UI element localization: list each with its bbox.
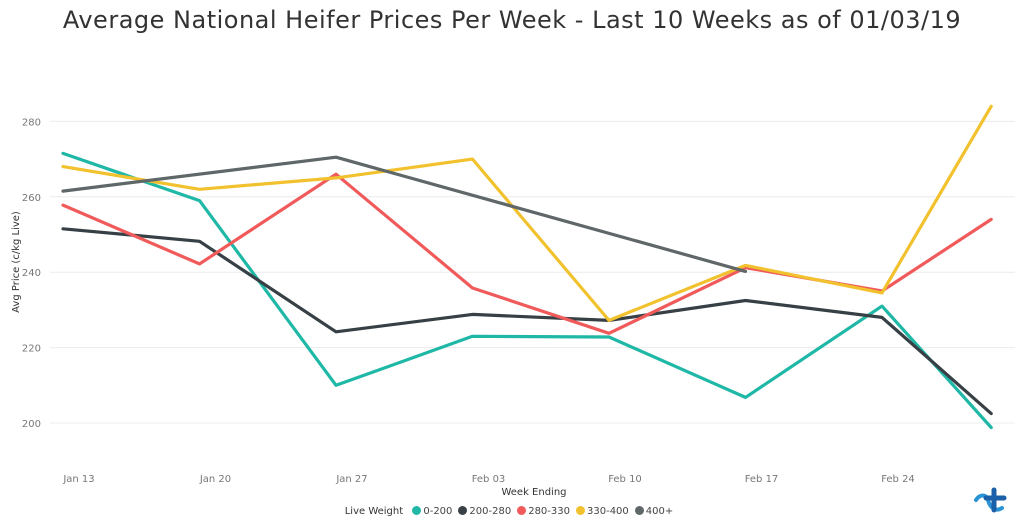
legend-item-280-330[interactable]: 280-330 — [517, 506, 570, 517]
x-tick-label: Feb 17 — [745, 474, 779, 485]
x-tick-label: Jan 27 — [335, 474, 367, 485]
legend-item-330-400[interactable]: 330-400 — [576, 506, 629, 517]
y-tick-label: 240 — [22, 268, 41, 279]
y-tick-label: 260 — [22, 193, 41, 204]
legend-label: 0-200 — [423, 506, 453, 517]
series-line-0-200 — [61, 151, 993, 430]
x-tick-label: Jan 20 — [199, 474, 231, 485]
brand-logo-icon — [974, 487, 1007, 513]
y-tick-label: 200 — [22, 419, 41, 430]
legend-swatch — [576, 506, 585, 515]
legend-label: 330-400 — [587, 506, 629, 517]
legend-label: 400+ — [645, 506, 674, 517]
gridlines — [50, 120, 1015, 424]
x-tick-label: Feb 10 — [608, 474, 642, 485]
legend-swatch — [517, 506, 527, 515]
series-line-200-280 — [61, 227, 993, 416]
series-line-400+ — [61, 155, 748, 273]
legend-title: Live Weight — [344, 506, 404, 517]
x-tick-label: Feb 24 — [881, 474, 915, 485]
y-tick-label: 280 — [22, 117, 41, 128]
chart-title: Average National Heifer Prices Per Week … — [62, 6, 962, 34]
x-tick-label: Feb 03 — [472, 474, 506, 485]
legend-label: 200-280 — [469, 506, 512, 517]
y-axis-label: Avg Price (c/kg Live) — [11, 211, 22, 313]
y-tick-label: 220 — [22, 344, 41, 355]
series-lines — [61, 104, 993, 430]
legend-swatch — [634, 506, 644, 515]
y-axis-ticks: 200 220 240 260 280 — [22, 117, 41, 430]
x-axis-ticks: Jan 13 Jan 20 Jan 27 Feb 03 Feb 10 Feb 17 Feb … — [62, 474, 914, 485]
legend-item-200-280[interactable]: 200-280 — [458, 506, 511, 517]
x-tick-label: Jan 13 — [62, 474, 94, 485]
legend-item-0-200[interactable]: 0-200 — [412, 506, 452, 517]
legend-swatch — [458, 506, 468, 515]
legend-swatch — [412, 506, 422, 515]
series-line-330-400 — [61, 104, 993, 322]
x-axis-label: Week Ending — [501, 487, 566, 498]
legend: Live Weight 0-200 200-280 280-330 330-400 40… — [0, 506, 1024, 517]
legend-label: 280-330 — [528, 506, 570, 517]
legend-item-400+[interactable]: 400+ — [634, 506, 674, 517]
series-line-280-330 — [61, 172, 993, 335]
